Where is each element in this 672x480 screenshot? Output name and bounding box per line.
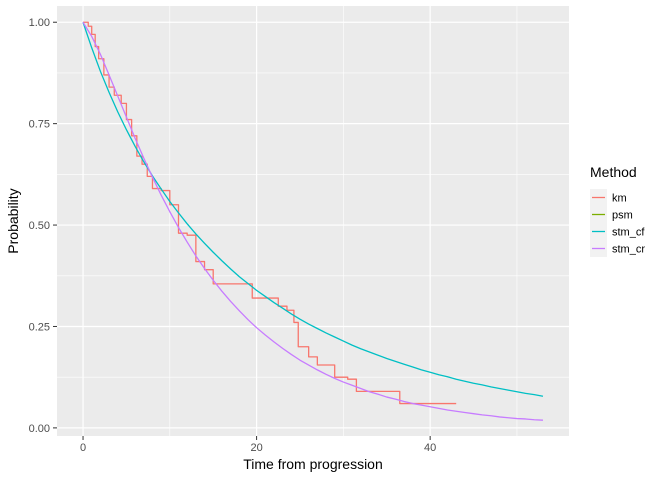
y-tick-label: 0.00 (29, 423, 50, 435)
y-tick-label: 0.25 (29, 321, 50, 333)
y-tick-label: 0.50 (29, 220, 50, 232)
minor-gridlines (57, 6, 569, 436)
y-tick-label: 1.00 (29, 17, 50, 29)
legend-label-psm: psm (612, 210, 633, 222)
x-tick-label: 40 (424, 442, 436, 454)
legend: Method km psm stm_cf stm_cr (590, 164, 645, 257)
legend-label-km: km (612, 193, 627, 205)
series-line-stm_cf (82, 22, 544, 397)
x-tick-label: 20 (250, 442, 262, 454)
x-tick-label: 0 (80, 442, 86, 454)
y-tick-label: 0.75 (29, 119, 50, 131)
plot-panel (57, 6, 569, 436)
legend-label-stm_cr: stm_cr (612, 244, 645, 256)
series-line-km (83, 21, 457, 405)
x-axis-title: Time from progression (243, 456, 383, 472)
series-line-stm_cr (82, 21, 544, 421)
legend-label-stm_cf: stm_cf (612, 227, 645, 239)
y-axis-title: Probability (5, 188, 21, 253)
y-axis: 0.00 0.25 0.50 0.75 1.00 (29, 17, 57, 435)
series-layer (82, 21, 544, 421)
legend-title: Method (590, 164, 637, 180)
x-axis: 0 20 40 (80, 436, 436, 454)
